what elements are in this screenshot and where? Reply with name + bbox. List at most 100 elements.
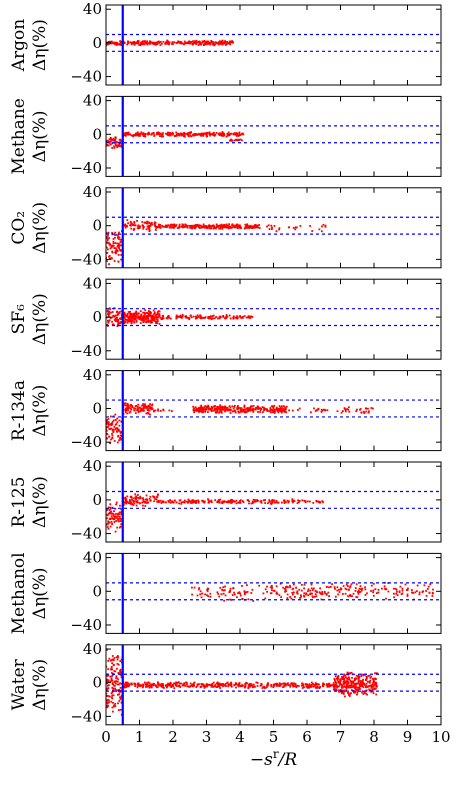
data-point	[106, 517, 108, 520]
data-point	[142, 407, 145, 410]
data-point	[106, 680, 108, 683]
data-point	[144, 318, 147, 321]
data-point	[312, 502, 315, 504]
data-point	[214, 405, 216, 407]
ylabel-delta-eta: Δη(%)	[30, 293, 50, 345]
data-point	[233, 406, 236, 408]
data-point	[106, 309, 109, 312]
data-point	[161, 315, 164, 317]
data-point	[291, 592, 294, 594]
data-point	[112, 431, 115, 433]
data-point	[187, 134, 190, 136]
data-point	[310, 411, 312, 414]
data-point	[232, 317, 235, 320]
data-point	[214, 133, 217, 136]
data-point	[187, 132, 189, 135]
data-point	[142, 225, 144, 228]
data-point	[120, 682, 123, 685]
data-point	[251, 588, 254, 591]
data-point	[363, 692, 366, 694]
data-point	[112, 242, 115, 245]
data-point	[137, 683, 140, 686]
data-point	[173, 134, 176, 137]
data-point	[234, 404, 236, 407]
data-point	[303, 594, 305, 597]
data-point	[353, 677, 356, 680]
data-point	[208, 683, 211, 686]
data-point	[319, 501, 321, 504]
data-point	[406, 593, 409, 596]
data-point	[239, 594, 242, 597]
data-point	[373, 679, 375, 681]
data-point	[109, 308, 112, 311]
data-point	[229, 598, 231, 601]
data-point	[244, 683, 247, 686]
data-point	[155, 313, 158, 316]
data-point	[321, 225, 323, 228]
data-point	[208, 224, 211, 227]
data-point	[246, 584, 248, 587]
data-point	[255, 500, 258, 503]
data-point	[118, 311, 121, 314]
data-point	[195, 133, 198, 135]
data-point	[137, 407, 139, 409]
data-point	[205, 133, 207, 136]
data-point	[282, 682, 285, 685]
data-point	[126, 132, 128, 134]
data-point	[314, 410, 317, 412]
data-point	[214, 408, 217, 410]
data-point	[136, 496, 138, 499]
data-point	[166, 41, 168, 43]
data-point	[158, 323, 161, 325]
data-point	[348, 410, 351, 413]
data-point	[139, 684, 141, 687]
data-point	[340, 678, 343, 680]
data-point	[106, 237, 109, 240]
data-point	[249, 407, 252, 410]
data-point	[227, 134, 229, 136]
data-point	[228, 42, 231, 45]
data-point	[414, 591, 417, 594]
data-point	[118, 683, 120, 686]
data-point	[276, 683, 278, 686]
data-point	[362, 686, 365, 689]
data-point	[207, 316, 210, 318]
data-point	[315, 595, 318, 598]
data-point	[112, 512, 114, 515]
data-point	[115, 680, 118, 682]
data-point	[292, 593, 294, 596]
data-point	[185, 224, 187, 227]
data-point	[289, 684, 292, 687]
data-point	[115, 233, 118, 236]
data-point	[361, 691, 363, 694]
data-point	[108, 142, 111, 144]
data-point	[218, 500, 221, 503]
data-point	[221, 227, 224, 230]
data-point	[363, 412, 366, 414]
data-point	[223, 408, 226, 411]
data-point	[211, 225, 213, 227]
data-point	[201, 40, 204, 43]
data-point	[209, 407, 212, 410]
data-point	[118, 242, 120, 245]
data-point	[189, 134, 192, 137]
data-point	[316, 686, 319, 688]
data-point	[150, 133, 153, 136]
data-point	[107, 660, 110, 662]
data-point	[240, 408, 242, 411]
data-point	[366, 693, 368, 696]
data-point	[120, 432, 122, 434]
data-point	[360, 683, 363, 686]
data-point	[120, 658, 123, 661]
data-point	[303, 583, 306, 586]
data-point	[275, 500, 278, 502]
data-point	[239, 501, 242, 504]
data-point	[227, 683, 230, 686]
data-point	[273, 225, 276, 227]
data-point	[106, 432, 108, 435]
data-point	[129, 41, 132, 44]
data-point	[179, 314, 182, 317]
data-point	[118, 247, 120, 250]
data-point	[216, 408, 218, 410]
data-point	[139, 134, 141, 137]
